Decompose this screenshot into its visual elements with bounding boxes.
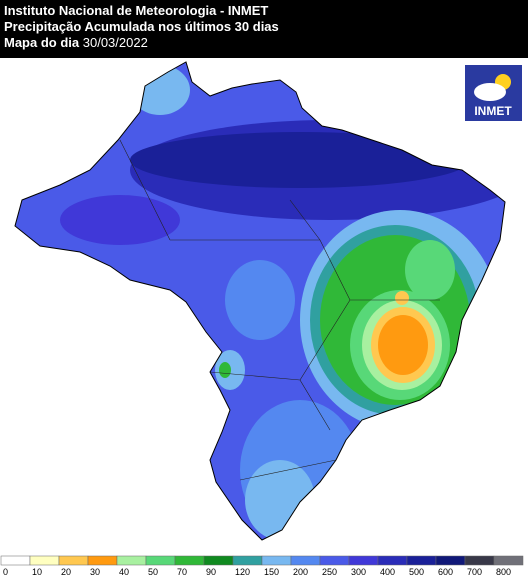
date-label: Mapa do dia [4, 35, 80, 50]
legend-label: 40 [119, 567, 129, 577]
subtitle: Precipitação Acumulada nos últimos 30 di… [4, 19, 279, 34]
precip-field [15, 62, 505, 540]
legend-swatch [29, 555, 60, 566]
legend: 0 10 20 30 40 50 70 90 120 150 200 250 300 400 500 600 7… [0, 555, 524, 577]
legend-label: 10 [32, 567, 42, 577]
legend-swatch [377, 555, 408, 566]
legend-label: 150 [264, 567, 279, 577]
legend-swatch [348, 555, 379, 566]
legend-label: 90 [206, 567, 216, 577]
title: Instituto Nacional de Meteorologia - INM… [4, 3, 269, 18]
legend-swatch [406, 555, 437, 566]
legend-swatch [87, 555, 118, 566]
legend-swatch [174, 555, 205, 566]
logo-text: INMET [474, 104, 512, 118]
date-line: Mapa do dia 30/03/2022 [4, 35, 524, 51]
logo: INMET [465, 65, 522, 121]
state-borders [119, 139, 440, 481]
legend-label: 250 [322, 567, 337, 577]
legend-label: 300 [351, 567, 366, 577]
legend-swatch [290, 555, 321, 566]
legend-swatch [261, 555, 292, 566]
header: Instituto Nacional de Meteorologia - INM… [0, 0, 528, 58]
legend-swatch [232, 555, 263, 566]
legend-label: 500 [409, 567, 424, 577]
legend-label: 200 [293, 567, 308, 577]
legend-label: 50 [148, 567, 158, 577]
date: 30/03/2022 [82, 35, 148, 50]
legend-swatch [116, 555, 147, 566]
legend-label: 400 [380, 567, 395, 577]
legend-label: 120 [235, 567, 250, 577]
legend-swatch [464, 555, 495, 566]
legend-label: 0 [3, 567, 8, 577]
legend-swatch [435, 555, 466, 566]
legend-swatch [319, 555, 350, 566]
legend-label: 600 [438, 567, 453, 577]
legend-swatch [58, 555, 89, 566]
legend-label: 20 [61, 567, 71, 577]
legend-swatch [0, 555, 31, 566]
legend-swatch [203, 555, 234, 566]
legend-label: 30 [90, 567, 100, 577]
legend-label: 800 [496, 567, 511, 577]
legend-label: 700 [467, 567, 482, 577]
legend-swatch [145, 555, 176, 566]
legend-swatch [493, 555, 524, 566]
legend-label: 70 [177, 567, 187, 577]
